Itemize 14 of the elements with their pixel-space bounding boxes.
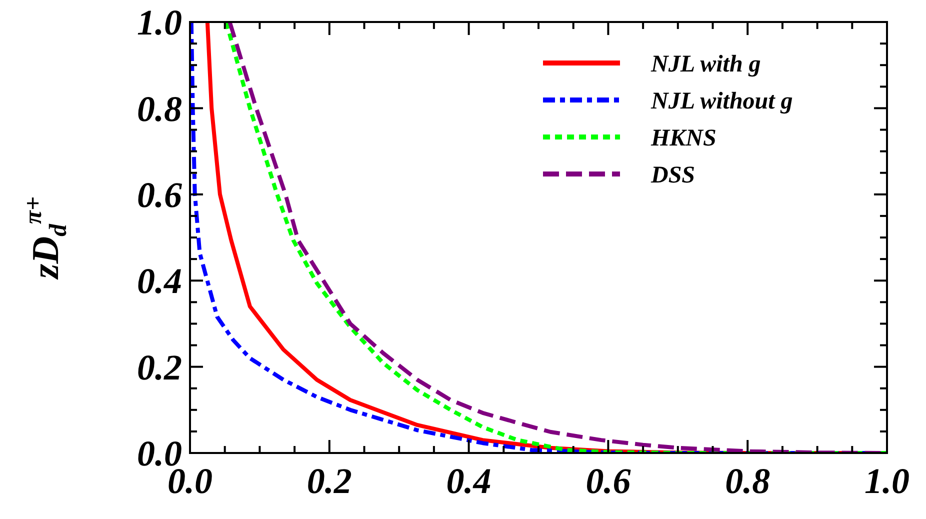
x-tick-label: 0.2 [306,461,352,501]
legend-label: NJL with g [650,51,761,78]
legend-label: NJL without g [650,88,793,114]
x-tick-label: 0.8 [725,461,770,501]
x-tick-label: 0.6 [586,461,631,501]
legend-label: HKNS [650,125,716,152]
legend-label: DSS [650,162,696,188]
y-tick-label: 0.2 [137,347,182,388]
y-tick-label: 1.0 [137,2,182,43]
y-tick-label: 0.6 [137,175,182,215]
x-tick-label: 1.0 [864,461,910,501]
y-tick-label: 0.8 [137,88,182,129]
x-tick-label: 0.4 [446,461,492,501]
y-tick-label: 0.4 [137,261,182,302]
